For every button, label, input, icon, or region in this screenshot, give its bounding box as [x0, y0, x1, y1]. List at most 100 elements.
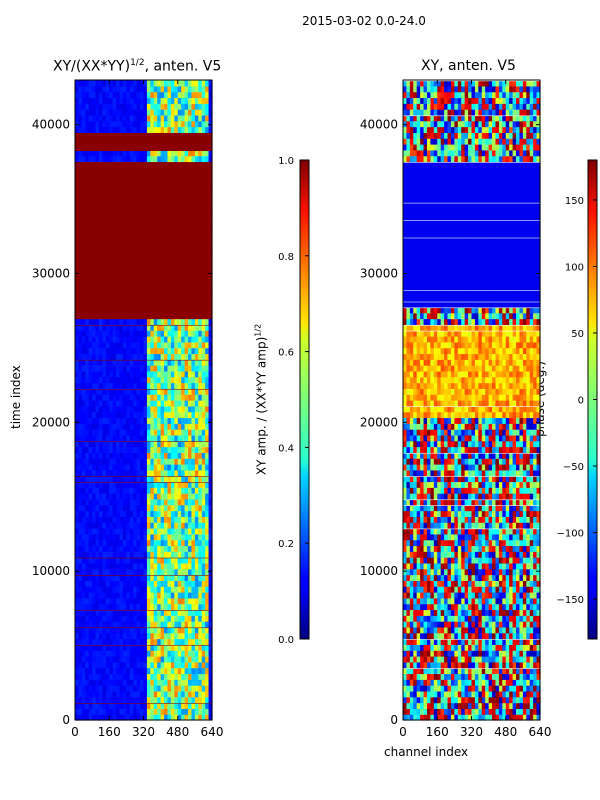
left-heatmap-cell [95, 481, 100, 488]
left-heatmap-cell [112, 702, 117, 709]
left-heatmap-cell [98, 656, 103, 663]
left-heatmap-cell [146, 312, 151, 320]
left-heatmap-cell [181, 370, 186, 378]
left-heatmap-cell [194, 173, 199, 180]
left-heatmap-cell [198, 597, 203, 605]
right-heatmap-cell [413, 632, 418, 640]
left-heatmap-cell [88, 80, 93, 87]
left-heatmap-cell [205, 155, 210, 163]
left-heatmap-cell [208, 609, 213, 616]
left-heatmap-cell [167, 132, 172, 139]
left-heatmap-cell [194, 138, 199, 145]
left-heatmap-cell [150, 673, 155, 680]
left-heatmap-cell [143, 557, 148, 564]
left-heatmap-cell [92, 155, 97, 163]
right-heatmap-cell [509, 714, 514, 721]
left-heatmap-cell [119, 650, 124, 657]
left-heatmap-cell [184, 114, 189, 122]
left-heatmap-cell [133, 91, 138, 99]
left-heatmap-cell [98, 359, 103, 366]
left-heatmap-cell [208, 248, 213, 256]
right-heatmap-cell [485, 667, 490, 675]
left-heatmap-cell [102, 80, 107, 87]
left-heatmap-cell [78, 80, 83, 87]
right-heatmap-cell [433, 690, 438, 698]
left-heatmap-cell [109, 138, 114, 145]
left-heatmap-cell [102, 138, 107, 145]
right-heatmap-cell [426, 673, 431, 680]
right-heatmap-cell [481, 638, 486, 645]
left-heatmap-cell [105, 690, 110, 698]
left-heatmap-cell [98, 539, 103, 547]
left-heatmap-cell [208, 650, 213, 657]
left-heatmap-cell [116, 202, 121, 209]
right-heatmap-cell [481, 679, 486, 686]
left-heatmap-cell [98, 347, 103, 355]
left-heatmap-cell [194, 656, 199, 663]
left-heatmap-cell [133, 190, 138, 197]
left-heatmap-cell [116, 574, 121, 581]
left-heatmap-cell [140, 260, 145, 267]
right-heatmap-cell [437, 696, 442, 704]
left-heatmap-cell [201, 97, 206, 104]
left-heatmap-cell [95, 225, 100, 232]
left-heatmap-cell [150, 626, 155, 634]
left-heatmap-cell [136, 685, 141, 692]
left-heatmap-cell [164, 400, 169, 407]
left-heatmap-cell [208, 301, 213, 308]
left-heatmap-cell [140, 679, 145, 686]
left-heatmap-cell [85, 196, 90, 203]
left-heatmap-cell [181, 120, 186, 128]
left-heatmap-cell [177, 632, 182, 640]
left-heatmap-cell [205, 481, 210, 488]
left-heatmap-cell [164, 580, 169, 587]
left-heatmap-cell [205, 557, 210, 564]
left-heatmap-cell [188, 638, 193, 645]
left-heatmap-cell [98, 644, 103, 651]
left-heatmap-cell [122, 283, 127, 291]
left-heatmap-cell [140, 411, 145, 419]
right-heatmap-cell [450, 696, 455, 704]
left-heatmap-cell [109, 382, 114, 389]
left-heatmap-cell [133, 312, 138, 320]
left-heatmap-cell [208, 120, 213, 128]
left-heatmap-cell [146, 417, 151, 424]
left-heatmap-cell [102, 586, 107, 593]
left-heatmap-cell [129, 242, 134, 250]
left-heatmap-cell [140, 493, 145, 500]
left-heatmap-cell [184, 365, 189, 372]
left-heatmap-cell [112, 562, 117, 570]
left-heatmap-cell [133, 586, 138, 593]
left-heatmap-cell [205, 673, 210, 680]
left-heatmap-cell [201, 609, 206, 616]
left-heatmap-cell [188, 248, 193, 256]
left-heatmap-cell [98, 208, 103, 215]
left-heatmap-cell [85, 434, 90, 442]
left-heatmap-cell [126, 80, 131, 87]
left-heatmap-cell [146, 341, 151, 349]
left-heatmap-cell [88, 225, 93, 232]
left-heatmap-cell [184, 202, 189, 209]
left-heatmap-cell [78, 679, 83, 686]
left-heatmap-cell [177, 266, 182, 273]
left-heatmap-cell [146, 609, 151, 616]
left-heatmap-cell [191, 405, 196, 413]
left-heatmap-cell [150, 528, 155, 535]
left-heatmap-cell [157, 638, 162, 645]
left-heatmap-cell [143, 504, 148, 512]
right-heatmap-cell [457, 702, 462, 709]
left-heatmap-cell [133, 225, 138, 232]
left-heatmap-cell [174, 260, 179, 267]
left-heatmap-cell [102, 184, 107, 192]
left-heatmap-cell [85, 202, 90, 209]
left-heatmap-cell [78, 242, 83, 250]
left-heatmap-cell [153, 528, 158, 535]
left-heatmap-cell [198, 423, 203, 430]
left-heatmap-cell [205, 184, 210, 192]
left-heatmap-cell [181, 260, 186, 267]
right-heatmap-cell [468, 708, 473, 715]
left-heatmap-cell [201, 149, 206, 157]
left-heatmap-cell [194, 184, 199, 192]
left-heatmap-cell [88, 277, 93, 285]
left-heatmap-cell [133, 487, 138, 494]
